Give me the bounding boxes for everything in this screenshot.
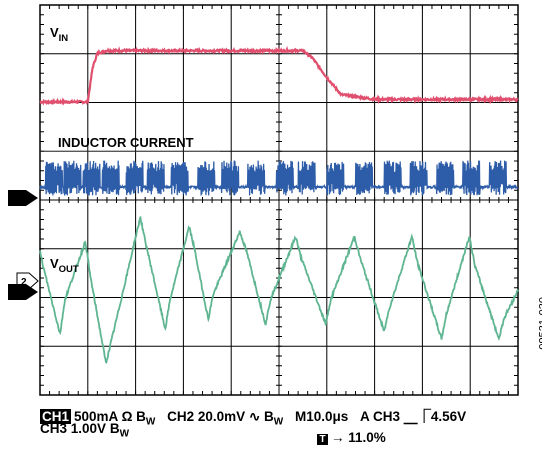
svg-text:3: 3 [13,288,19,300]
ch1-scale: 500mA [74,409,118,424]
ch2-bw: B [264,409,274,424]
graticule [39,4,519,396]
ch1-bw-sub: W [145,416,156,428]
ch1-coupling: Ω [121,409,133,424]
channel-marker-1: 1 [8,190,38,206]
status-line-1: CH1 500mA Ω BW CH2 20.0mV ∿ BW M10.0μs A … [40,405,466,428]
trace-label: INDUCTOR CURRENT [58,135,194,150]
rising-edge-icon: ⎽⎾ [403,409,431,424]
svg-text:1: 1 [13,194,19,206]
trigger-level: 4.56V [430,409,467,424]
ch3-bw-sub: W [119,428,130,440]
ch1-bw: B [136,409,146,424]
trigger-position: T → 11.0% [317,430,386,445]
ch2-setting: CH2 20.0mV [167,409,246,424]
trace-vout [39,216,519,364]
ch3-setting: CH3 1.00V [40,421,107,436]
ch2-coupling-icon: ∿ [248,409,261,424]
figure-id: 09531-030 [538,297,542,350]
svg-text:2: 2 [21,277,27,288]
arrow-icon: → [331,430,345,445]
timebase: M10.0μs [294,409,349,424]
ch3-bw: B [109,421,120,436]
channel-markers: 1 23 [8,190,39,300]
ch2-bw-sub: W [273,416,284,428]
status-line-2: CH3 1.00V BW [40,421,129,440]
trigger-source: A CH3 [360,409,401,424]
trigger-position-value: 11.0% [348,430,386,445]
trigger-position-icon: T [317,434,328,445]
ch1-tag: CH1 [40,409,72,424]
trace-vin [39,45,519,106]
traces [39,45,519,364]
channel-marker-3: 3 [8,284,38,300]
trace-inductor-current [39,160,519,196]
